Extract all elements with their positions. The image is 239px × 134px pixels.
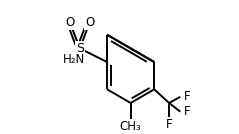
- Text: O: O: [85, 16, 94, 29]
- Text: F: F: [166, 118, 173, 131]
- Text: F: F: [184, 105, 191, 118]
- Text: S: S: [76, 42, 84, 55]
- Text: CH₃: CH₃: [120, 120, 141, 133]
- Text: F: F: [184, 90, 191, 103]
- Text: O: O: [65, 16, 75, 29]
- Text: H₂N: H₂N: [62, 53, 85, 66]
